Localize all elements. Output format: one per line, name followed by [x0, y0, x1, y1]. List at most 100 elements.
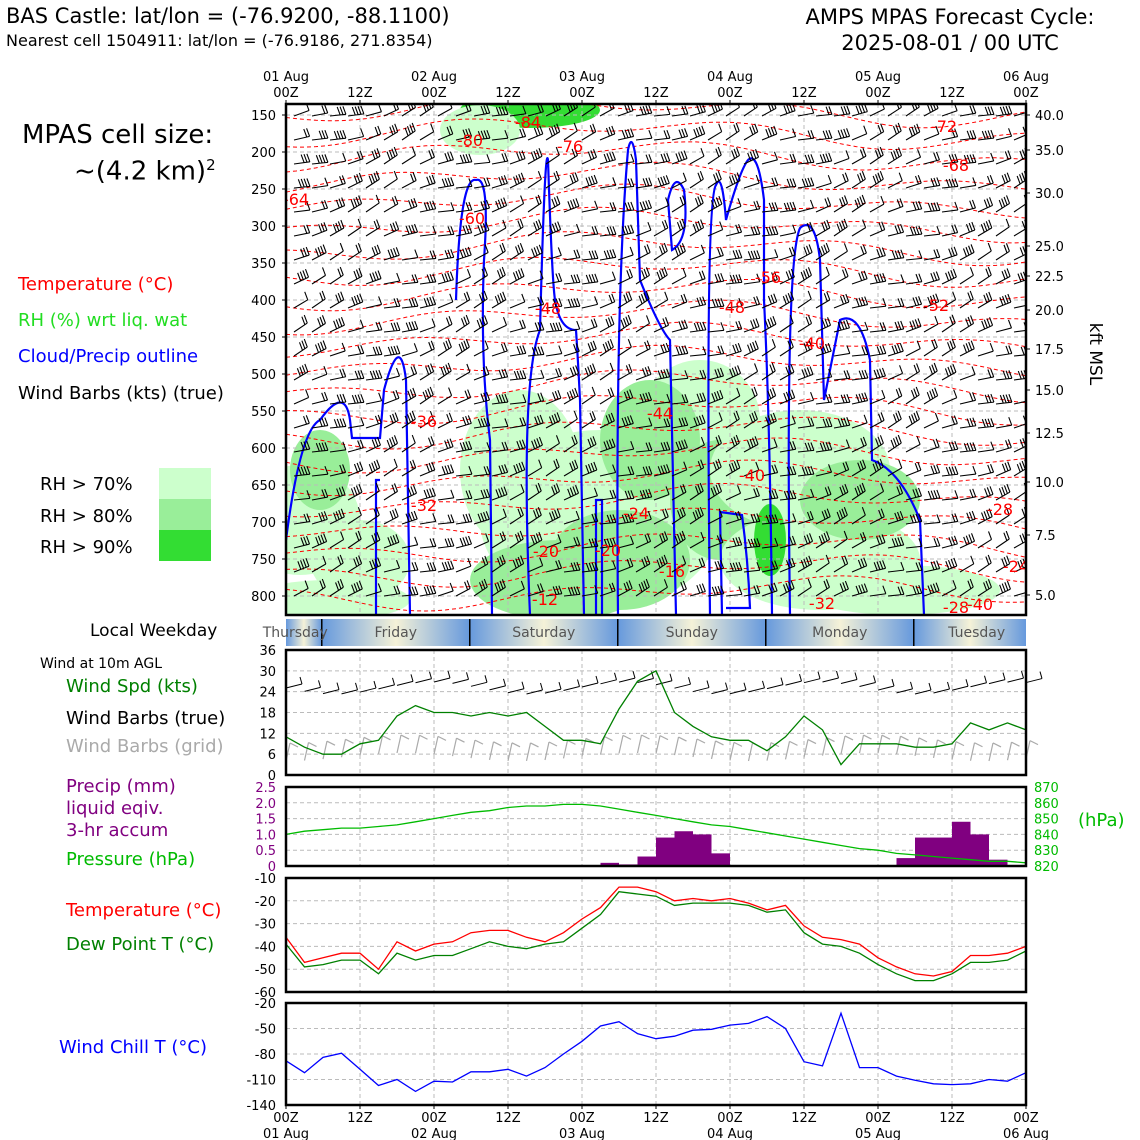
wind-barb-feather — [810, 488, 815, 498]
wind-barb-feather — [359, 319, 364, 328]
wind-barb — [545, 329, 562, 333]
wind-barb-feather — [411, 274, 416, 283]
wind-barb-true-feather — [503, 678, 506, 687]
wind-barb-feather — [660, 153, 665, 163]
wind-barb — [437, 545, 454, 549]
wind-barb — [941, 543, 958, 549]
wind-barb — [617, 161, 634, 165]
wind-barb-true — [877, 685, 895, 691]
wind-barb — [599, 233, 616, 237]
wind-barb-feather — [606, 250, 611, 259]
wind-barb-feather — [926, 391, 931, 401]
wind-barb-feather — [504, 152, 509, 162]
wind-barb — [509, 424, 526, 429]
wind-barb-feather — [627, 513, 632, 523]
wind-barb — [653, 299, 669, 309]
wind-barb-feather — [409, 412, 414, 421]
wind-barb-true — [822, 677, 839, 683]
wind-barb-feather — [556, 195, 561, 205]
wind-barb-feather — [755, 318, 760, 327]
wind-barb-feather — [355, 556, 360, 566]
wind-barb — [689, 111, 706, 117]
wind-barb-feather — [987, 579, 992, 588]
wind-barb-feather — [699, 370, 704, 379]
wind-barb — [509, 158, 526, 165]
wind-barb-feather — [355, 269, 360, 278]
wind-barb — [509, 135, 526, 141]
wind-barb — [563, 350, 580, 357]
wind-barb-feather — [876, 561, 881, 570]
wind-barb-feather — [750, 538, 755, 548]
cross-section-plot: -84-80 -76-64-60-56-52-48 -48-44-40-36-32-… — [286, 104, 1026, 615]
wind-barb-feather — [392, 391, 397, 400]
wind-barb-feather — [485, 511, 490, 520]
wind-barb-feather — [801, 466, 806, 476]
wind-barb-feather — [353, 175, 358, 184]
wind-barb-feather — [557, 534, 562, 543]
wind-barb-feather — [754, 340, 759, 349]
wind-barb-feather — [917, 104, 920, 108]
wind-barb-feather — [426, 176, 431, 185]
wind-barb-feather — [951, 416, 956, 425]
wind-barb-feather — [588, 274, 593, 283]
wind-barb — [491, 401, 508, 405]
wind-barb-feather — [588, 250, 593, 260]
wind-barb — [707, 516, 723, 525]
wind-barb-feather — [516, 370, 521, 380]
wind-barb-feather — [520, 484, 525, 493]
wind-barb — [707, 352, 724, 357]
wind-barb-feather — [679, 485, 684, 494]
wind-barb-feather — [465, 490, 470, 499]
wind-barb-feather — [791, 389, 796, 398]
wind-barb-grid — [544, 741, 550, 761]
wind-barb-grid — [932, 739, 939, 759]
wind-barb-feather — [378, 321, 383, 331]
wind-barb-feather — [1005, 530, 1010, 540]
wind-barb-feather — [1004, 582, 1009, 591]
wind-barb-feather — [1002, 394, 1007, 404]
wind-barb-feather — [769, 364, 774, 373]
wind-barb-feather — [554, 104, 559, 111]
wind-barb-grid — [414, 735, 421, 754]
wind-barb-feather — [756, 200, 761, 210]
wind-barb — [365, 329, 382, 333]
wind-barb — [509, 327, 526, 333]
wind-barb-feather — [1001, 175, 1006, 184]
wind-barb-feather — [918, 584, 923, 594]
wind-barb-feather — [414, 274, 419, 283]
wind-barb — [887, 372, 903, 381]
wind-barb-feather — [954, 466, 959, 475]
wind-barb-feather — [771, 202, 776, 211]
wind-barb-true-feather — [1002, 672, 1006, 680]
wind-barb-feather — [675, 346, 680, 356]
wind-barb-feather — [498, 369, 503, 379]
wind-barb-feather — [845, 439, 850, 448]
wind-barb — [419, 208, 436, 213]
wind-barb-feather — [603, 538, 608, 548]
wind-barb — [293, 185, 310, 189]
wind-barb — [383, 305, 400, 309]
wind-barb — [401, 231, 418, 237]
wind-barb-feather — [699, 584, 704, 593]
wind-barb-feather — [971, 221, 976, 231]
wind-barb-feather — [674, 535, 679, 545]
wind-barb-feather — [732, 344, 737, 354]
wind-barb-true — [285, 683, 303, 689]
wind-barb — [851, 304, 868, 309]
wind-barb-feather — [947, 559, 953, 569]
temperature-contour — [286, 533, 1026, 563]
wind-barb — [653, 376, 670, 381]
wind-barb-feather — [971, 533, 976, 542]
wind-barb-feather — [395, 221, 400, 230]
wind-barb-feather — [966, 442, 971, 452]
wind-barb — [779, 448, 796, 453]
wind-barb — [635, 425, 652, 429]
wind-barb-feather — [465, 536, 470, 545]
wind-barb-grid-feather — [437, 735, 447, 741]
wind-barb-feather — [468, 440, 473, 450]
wind-barb — [293, 161, 310, 165]
wind-barb-feather — [587, 343, 592, 352]
wind-barb-feather — [342, 129, 347, 139]
wind-barb — [581, 281, 598, 285]
wind-barb-grid — [618, 735, 624, 754]
